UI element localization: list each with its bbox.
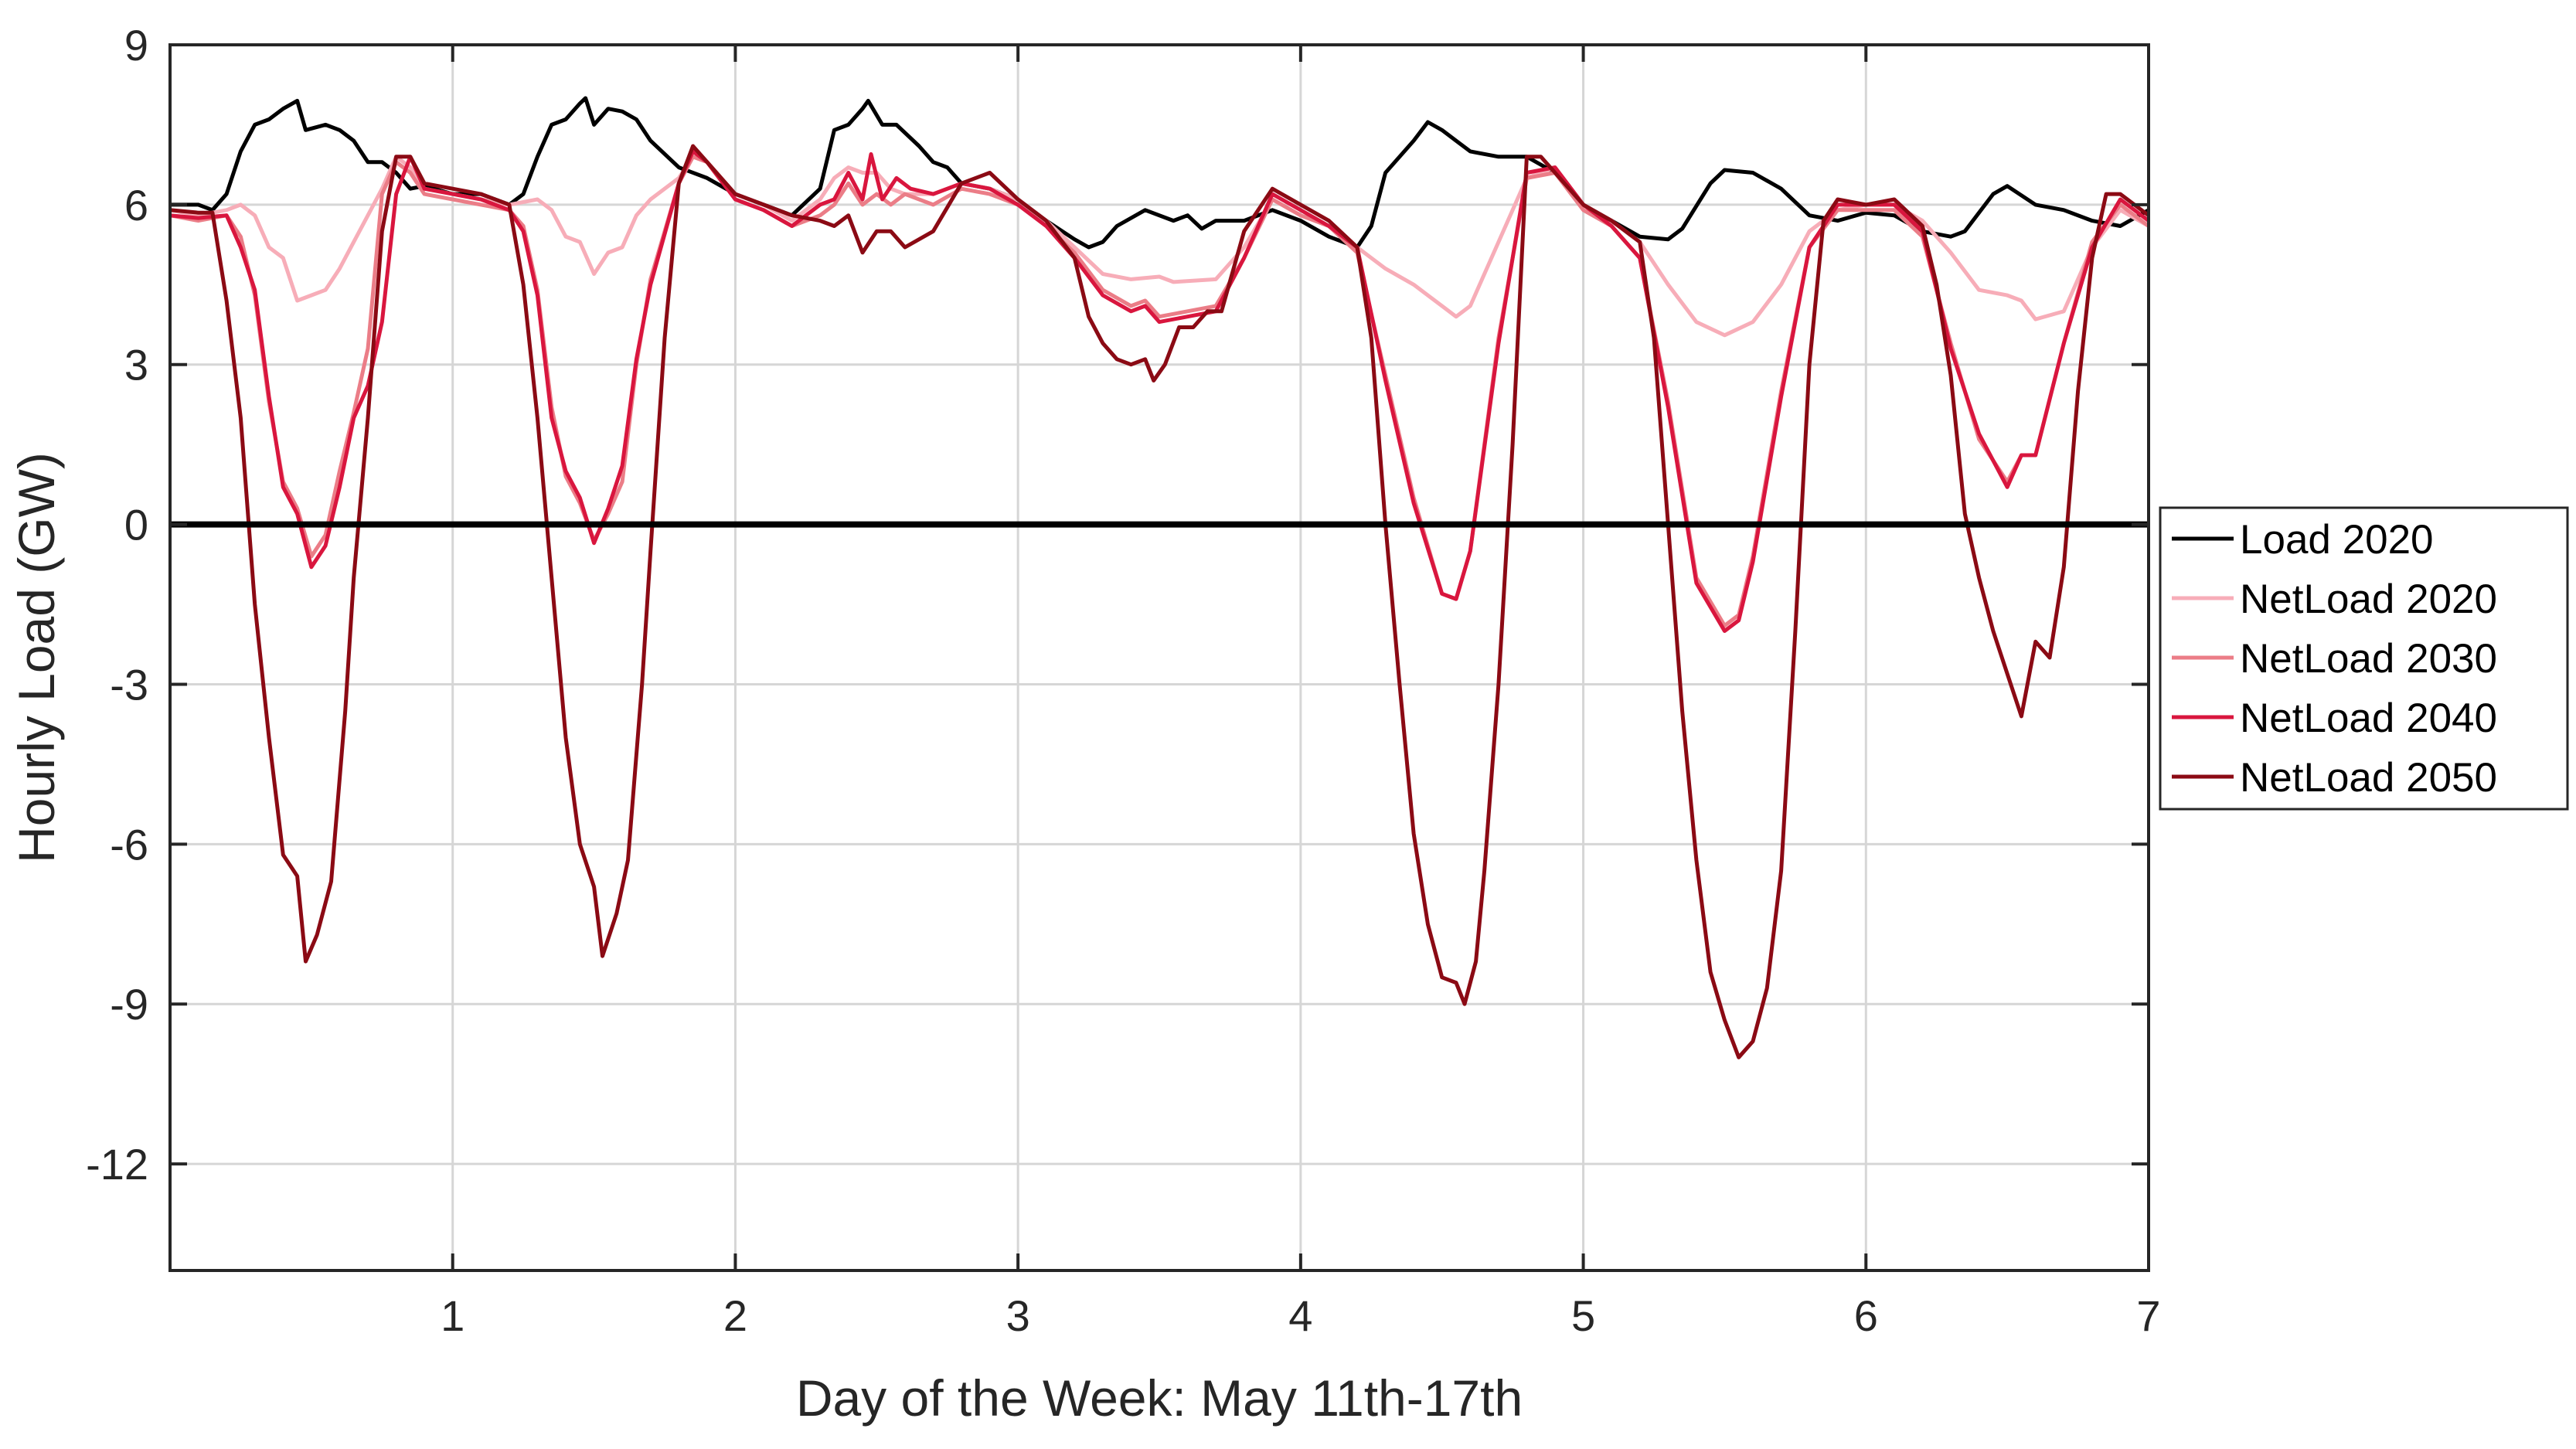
x-axis-title: Day of the Week: May 11th-17th: [796, 1369, 1523, 1427]
x-tick-labels: 1 2 3 4 5 6 7: [441, 1291, 2160, 1340]
y-tick-label-3: 0: [124, 501, 148, 549]
y-axis-title: Hourly Load (GW): [8, 452, 65, 863]
series-line-4: [169, 144, 2150, 1060]
x-tick-label-0: 1: [441, 1291, 464, 1340]
legend: Load 2020 NetLoad 2020 NetLoad 2030 NetLoad…: [2159, 506, 2569, 811]
plot-background: [170, 45, 2149, 1270]
x-tick-label-3: 4: [1288, 1291, 1312, 1340]
legend-label-0: Load 2020: [2240, 517, 2434, 563]
legend-label-3: NetLoad 2040: [2240, 696, 2497, 741]
y-tick-label-0: 9: [124, 21, 148, 70]
legend-label-4: NetLoad 2050: [2240, 755, 2497, 801]
x-tick-label-2: 3: [1006, 1291, 1030, 1340]
y-tick-labels: 9 6 3 0 -3 -6 -9 -12: [86, 21, 148, 1189]
legend-label-1: NetLoad 2020: [2240, 577, 2497, 622]
axis-ticks: [170, 43, 2150, 1270]
y-tick-label-4: -3: [110, 660, 148, 709]
y-tick-label-5: -6: [110, 820, 148, 869]
legend-label-2: NetLoad 2030: [2240, 636, 2497, 682]
x-tick-label-5: 6: [1854, 1291, 1878, 1340]
x-tick-label-6: 7: [2136, 1291, 2160, 1340]
legend-entries: Load 2020 NetLoad 2020 NetLoad 2030 NetLoad…: [2172, 517, 2497, 801]
y-tick-label-6: -9: [110, 980, 148, 1029]
y-tick-label-1: 6: [124, 181, 148, 230]
y-tick-label-2: 3: [124, 341, 148, 389]
y-tick-label-7: -12: [86, 1140, 148, 1189]
x-tick-label-1: 2: [723, 1291, 747, 1340]
series-lines: [169, 96, 2150, 1060]
x-tick-label-4: 5: [1571, 1291, 1595, 1340]
plot-frame: [168, 43, 2150, 1272]
